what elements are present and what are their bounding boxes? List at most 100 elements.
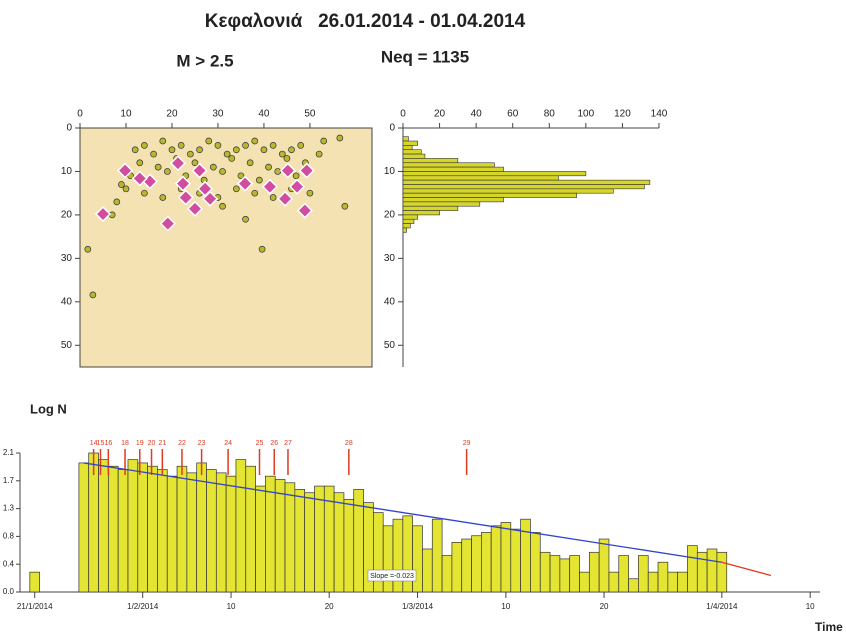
bar <box>569 555 580 593</box>
point <box>94 205 112 223</box>
bar <box>530 532 541 593</box>
bar <box>314 485 325 593</box>
point <box>219 202 226 210</box>
event-label: 22 <box>178 440 186 447</box>
bar <box>284 482 296 593</box>
event-label: 28 <box>345 440 353 447</box>
bar <box>657 561 669 593</box>
point <box>274 168 282 175</box>
x-tick-label: 20 <box>434 109 446 120</box>
bar <box>638 555 649 593</box>
point <box>113 198 121 206</box>
point <box>279 162 296 179</box>
point <box>84 245 92 253</box>
trend-line <box>83 462 722 563</box>
x-axis-label: Time <box>815 620 843 634</box>
event-label: 25 <box>256 440 264 447</box>
point <box>242 142 249 149</box>
y-tick-label: 30 <box>384 253 396 264</box>
bar <box>402 179 651 185</box>
point <box>269 194 277 201</box>
bar <box>245 465 256 593</box>
bar <box>402 149 422 155</box>
bar <box>304 492 315 593</box>
bar <box>412 525 423 593</box>
bar <box>117 469 129 593</box>
bar <box>579 571 590 593</box>
point <box>258 245 266 253</box>
x-tick-label: 21/1/2014 <box>17 602 53 611</box>
event-label: 15 <box>97 440 105 447</box>
y-tick-label: 0.4 <box>3 559 15 568</box>
point <box>131 170 148 187</box>
point <box>255 176 263 184</box>
y-tick-label: 0.0 <box>3 587 15 596</box>
point <box>341 202 349 210</box>
bar <box>441 555 453 593</box>
bar <box>402 218 415 224</box>
point <box>232 146 240 154</box>
x-tick-label: 10 <box>227 602 236 611</box>
bar <box>402 188 614 194</box>
bar <box>402 205 459 211</box>
x-tick-label: 50 <box>304 109 316 120</box>
point <box>169 155 187 172</box>
event-label: 14 <box>90 440 98 447</box>
bar <box>510 528 521 593</box>
y-tick-label: 30 <box>61 253 73 264</box>
x-tick-label: 20 <box>600 602 609 611</box>
y-tick-label: 50 <box>384 340 396 351</box>
point <box>261 178 278 195</box>
bar <box>402 210 440 216</box>
event-label: 21 <box>158 440 166 447</box>
x-tick-label: 40 <box>258 109 270 120</box>
bar <box>107 465 119 593</box>
event-label: 20 <box>148 440 156 447</box>
bar <box>137 462 148 593</box>
point <box>237 172 245 180</box>
point <box>315 150 323 158</box>
bar <box>98 459 109 593</box>
bar <box>265 475 276 593</box>
bar <box>687 545 698 593</box>
bar <box>382 525 394 593</box>
bar <box>402 171 587 177</box>
bar <box>402 223 411 229</box>
point <box>223 150 231 158</box>
bar <box>461 538 472 593</box>
x-tick-label: 10 <box>120 109 132 120</box>
bar <box>500 522 512 593</box>
point <box>296 202 313 219</box>
point <box>288 178 306 195</box>
point <box>141 189 148 197</box>
y-tick-label: 0.8 <box>3 532 15 541</box>
point <box>196 146 203 154</box>
x-tick-label: 80 <box>544 109 556 120</box>
bar <box>618 555 629 593</box>
event-label: 26 <box>270 440 278 447</box>
point <box>278 150 286 158</box>
bar <box>402 197 504 203</box>
bar <box>402 201 481 207</box>
event-label: 19 <box>136 440 144 447</box>
x-tick-label: 60 <box>507 109 519 120</box>
point <box>191 162 208 179</box>
y-tick-label: 0 <box>66 123 72 134</box>
bar <box>588 551 600 593</box>
point <box>283 155 291 162</box>
event-label: 23 <box>198 440 206 447</box>
point <box>131 146 139 154</box>
bar <box>480 532 492 593</box>
bar <box>274 479 286 593</box>
point <box>164 168 171 175</box>
x-tick-label: 1/4/2014 <box>706 602 738 611</box>
bar <box>402 175 559 181</box>
annotation-box <box>367 569 417 582</box>
y-tick-label: 10 <box>61 166 73 177</box>
bar <box>706 548 718 593</box>
x-tick-label: 10 <box>501 602 510 611</box>
bar <box>402 192 578 198</box>
bar <box>402 153 426 159</box>
point <box>228 155 236 162</box>
